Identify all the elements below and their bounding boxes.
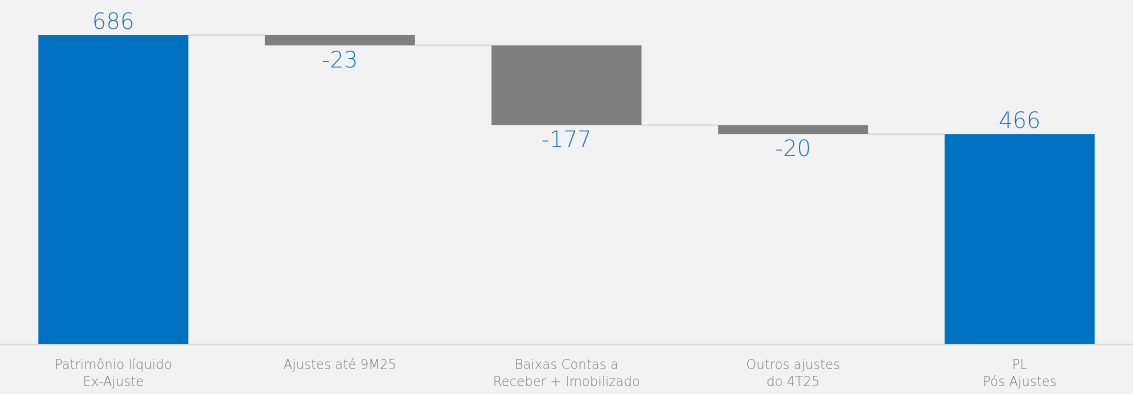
category-label: Baixas Contas a [515,358,619,373]
bar-5 [945,134,1095,344]
value-label: -20 [775,137,811,162]
bar-1 [38,35,188,344]
category-label: PL [1012,358,1027,373]
value-label: -177 [542,128,592,153]
category-label: Receber + Imobilizado [493,375,640,390]
category-label: Outros ajustes [746,358,840,373]
bar-2 [265,35,415,45]
value-label: -23 [322,48,358,73]
bar-4 [718,125,868,134]
category-label: do 4T25 [767,375,820,390]
value-label: 466 [999,109,1041,134]
category-label: Pós Ajustes [983,375,1057,390]
category-label: Ex-Ajuste [83,375,144,390]
category-label: Ajustes até 9M25 [284,358,397,373]
category-label: Patrimônio líquido [55,358,172,373]
value-label: 686 [92,10,134,35]
bar-3 [492,45,642,125]
